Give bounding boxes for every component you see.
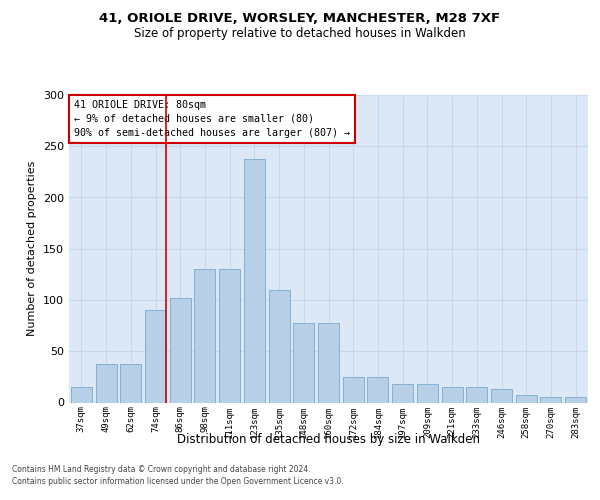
- Bar: [194, 269, 215, 402]
- Y-axis label: Number of detached properties: Number of detached properties: [28, 161, 37, 336]
- Bar: [491, 389, 512, 402]
- Bar: [170, 298, 191, 403]
- Bar: [293, 322, 314, 402]
- Text: Size of property relative to detached houses in Walkden: Size of property relative to detached ho…: [134, 28, 466, 40]
- Bar: [367, 377, 388, 402]
- Bar: [565, 398, 586, 402]
- Bar: [145, 310, 166, 402]
- Bar: [71, 387, 92, 402]
- Bar: [269, 290, 290, 403]
- Bar: [219, 269, 240, 402]
- Bar: [343, 377, 364, 402]
- Bar: [120, 364, 141, 403]
- Text: Contains public sector information licensed under the Open Government Licence v3: Contains public sector information licen…: [12, 477, 344, 486]
- Bar: [318, 322, 339, 402]
- Bar: [516, 396, 537, 402]
- Bar: [392, 384, 413, 402]
- Text: 41, ORIOLE DRIVE, WORSLEY, MANCHESTER, M28 7XF: 41, ORIOLE DRIVE, WORSLEY, MANCHESTER, M…: [100, 12, 500, 26]
- Bar: [244, 158, 265, 402]
- Text: Distribution of detached houses by size in Walkden: Distribution of detached houses by size …: [178, 432, 481, 446]
- Bar: [95, 364, 116, 403]
- Text: Contains HM Land Registry data © Crown copyright and database right 2024.: Contains HM Land Registry data © Crown c…: [12, 466, 311, 474]
- Bar: [442, 387, 463, 402]
- Bar: [541, 398, 562, 402]
- Bar: [417, 384, 438, 402]
- Bar: [466, 387, 487, 402]
- Text: 41 ORIOLE DRIVE: 80sqm
← 9% of detached houses are smaller (80)
90% of semi-deta: 41 ORIOLE DRIVE: 80sqm ← 9% of detached …: [74, 100, 350, 138]
